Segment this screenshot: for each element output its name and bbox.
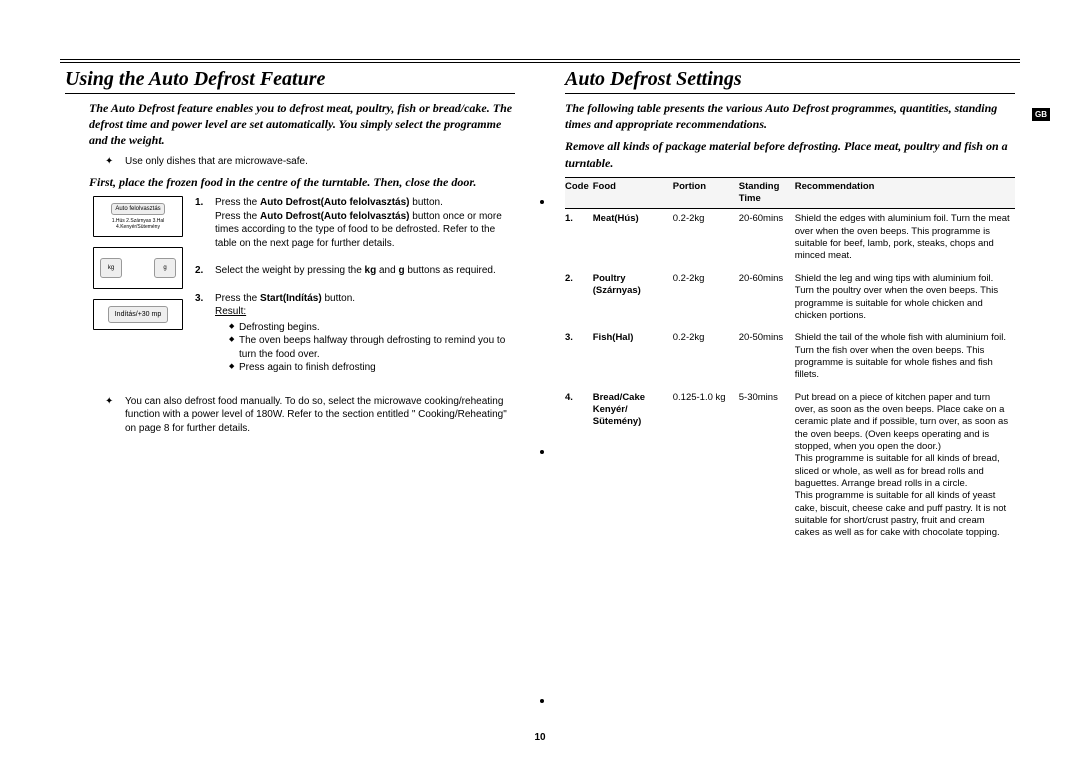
step-3-text: Press the Start(Indítás) button. Result:… xyxy=(215,292,515,375)
ordered-steps: 1. Press the Auto Defrost(Auto felolvasz… xyxy=(195,196,515,389)
weight-buttons-illustration: kg g xyxy=(93,247,183,289)
th-portion: Portion xyxy=(673,177,739,209)
table-row: 1. Meat(Hús) 0.2-2kg 20-60mins Shield th… xyxy=(565,209,1015,269)
step-2-num: 2. xyxy=(195,264,209,278)
th-standing: Standing Time xyxy=(739,177,795,209)
table-row: 3. Fish(Hal) 0.2-2kg 20-50mins Shield th… xyxy=(565,328,1015,387)
auto-defrost-button-illustration: Auto felolvasztás 1.Hús 2.Szárnyas 3.Hal… xyxy=(93,196,183,237)
left-intro-1: The Auto Defrost feature enables you to … xyxy=(65,100,515,149)
left-title: Using the Auto Defrost Feature xyxy=(65,68,515,94)
right-column: Auto Defrost Settings The following tabl… xyxy=(540,50,1040,743)
step-3-num: 3. xyxy=(195,292,209,375)
th-recommendation: Recommendation xyxy=(795,177,1015,209)
page: GB 10 Using the Auto Defrost Feature The… xyxy=(0,0,1080,763)
left-note-1: Use only dishes that are microwave-safe. xyxy=(65,155,515,169)
right-title: Auto Defrost Settings xyxy=(565,68,1015,94)
bullet: The oven beeps halfway through defrostin… xyxy=(229,334,515,361)
left-column: Using the Auto Defrost Feature The Auto … xyxy=(40,50,540,743)
right-intro-2: Remove all kinds of package material bef… xyxy=(565,138,1015,170)
auto-defrost-btn-label: Auto felolvasztás xyxy=(111,203,164,215)
step-2: 2. Select the weight by pressing the kg … xyxy=(195,264,515,278)
g-button: g xyxy=(154,258,176,278)
table-header-row: Code Food Portion Standing Time Recommen… xyxy=(565,177,1015,209)
defrost-settings-table: Code Food Portion Standing Time Recommen… xyxy=(565,177,1015,546)
right-intro-1: The following table presents the various… xyxy=(565,100,1015,132)
auto-defrost-btn-sublabel: 1.Hús 2.Szárnyas 3.Hal 4.Kenyér/Sütemény xyxy=(96,218,180,230)
left-note-2: You can also defrost food manually. To d… xyxy=(65,395,515,436)
th-code: Code xyxy=(565,177,593,209)
step-3-bullets: Defrosting begins. The oven beeps halfwa… xyxy=(215,321,515,375)
table-row: 4. Bread/Cake Kenyér/ Sütemény) 0.125-1.… xyxy=(565,388,1015,546)
step-1-num: 1. xyxy=(195,196,209,250)
table-row: 2. Poultry (Szárnyas) 0.2-2kg 20-60mins … xyxy=(565,269,1015,328)
bullet: Press again to finish defrosting xyxy=(229,361,515,375)
left-intro-2: First, place the frozen food in the cent… xyxy=(65,174,515,190)
step-2-text: Select the weight by pressing the kg and… xyxy=(215,264,515,278)
start-button-illustration: Indítás/+30 mp xyxy=(93,299,183,330)
button-illustrations: Auto felolvasztás 1.Hús 2.Szárnyas 3.Hal… xyxy=(89,196,187,389)
step-3: 3. Press the Start(Indítás) button. Resu… xyxy=(195,292,515,375)
kg-button: kg xyxy=(100,258,122,278)
step-1: 1. Press the Auto Defrost(Auto felolvasz… xyxy=(195,196,515,250)
start-button-label: Indítás/+30 mp xyxy=(108,306,169,323)
bullet: Defrosting begins. xyxy=(229,321,515,335)
th-food: Food xyxy=(593,177,673,209)
steps-container: Auto felolvasztás 1.Hús 2.Szárnyas 3.Hal… xyxy=(65,196,515,389)
step-1-text: Press the Auto Defrost(Auto felolvasztás… xyxy=(215,196,515,250)
result-label: Result: xyxy=(215,306,246,317)
